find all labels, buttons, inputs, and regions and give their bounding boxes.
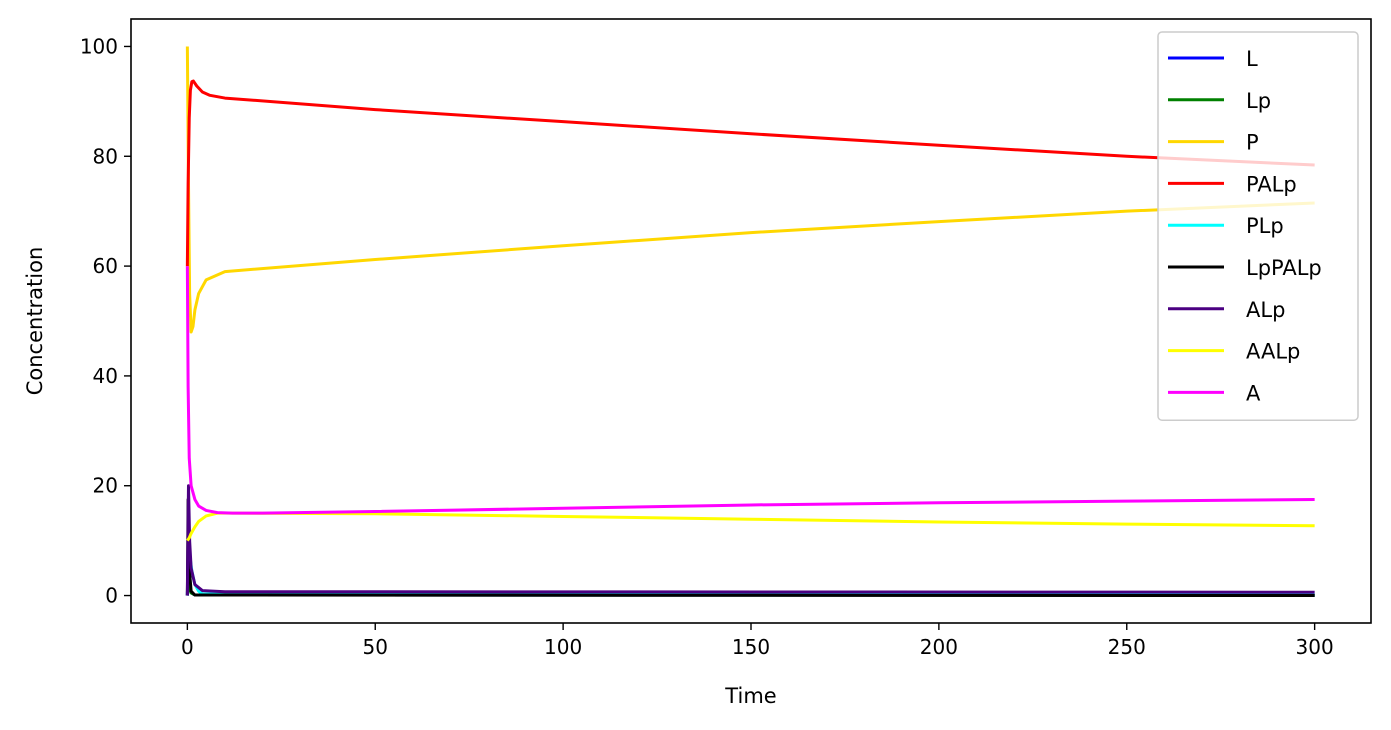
legend-entry-p: P [1168,131,1259,155]
legend-entry-palp: PALp [1168,172,1297,196]
x-axis-label: Time [724,684,776,708]
legend-box [1157,31,1359,421]
y-axis-label: Concentration [23,247,47,396]
y-tick-label: 60 [93,254,118,278]
series-line-alp [185,484,1315,596]
x-tick-label: 150 [732,635,770,659]
y-tick-label: 80 [93,144,118,168]
y-tick-label: 20 [93,474,118,498]
legend-label: AALp [1246,340,1300,364]
x-tick-label: 50 [363,635,388,659]
y-tick-label: 40 [93,364,118,388]
y-axis-ticks: 0 20 40 60 80 100 [80,34,131,608]
x-tick-label: 300 [1296,635,1334,659]
x-axis-ticks: 0 50 100 150 200 250 300 [181,623,1334,659]
legend-label: PLp [1246,214,1284,238]
legend-label: ALp [1246,298,1285,322]
legend: L Lp P PALp PLp LpPALp ALp AALp A [1157,31,1359,421]
legend-label: P [1246,131,1259,155]
legend-entry-lppalp: LpPALp [1168,256,1322,280]
x-tick-label: 250 [1108,635,1146,659]
series-line-plp [185,533,1315,597]
series-line-p [185,46,1315,334]
legend-entry-aalp: AALp [1168,340,1300,364]
legend-entry-lp: Lp [1168,89,1271,113]
legend-entry-plp: PLp [1168,214,1284,238]
series-layer [185,46,1315,598]
legend-entry-a: A [1168,381,1261,405]
legend-entry-l: L [1168,47,1258,71]
x-tick-label: 200 [920,635,958,659]
legend-label: L [1246,47,1258,71]
series-line-aalp [186,511,1315,542]
series-line-palp [185,79,1315,267]
legend-label: A [1246,381,1261,405]
legend-label: Lp [1246,89,1271,113]
x-tick-label: 100 [544,635,582,659]
legend-entry-alp: ALp [1168,298,1285,322]
legend-label: PALp [1246,172,1297,196]
series-line-a [185,266,1315,515]
y-tick-label: 100 [80,34,118,58]
y-tick-label: 0 [105,584,118,608]
legend-label: LpPALp [1246,256,1322,280]
x-tick-label: 0 [181,635,194,659]
